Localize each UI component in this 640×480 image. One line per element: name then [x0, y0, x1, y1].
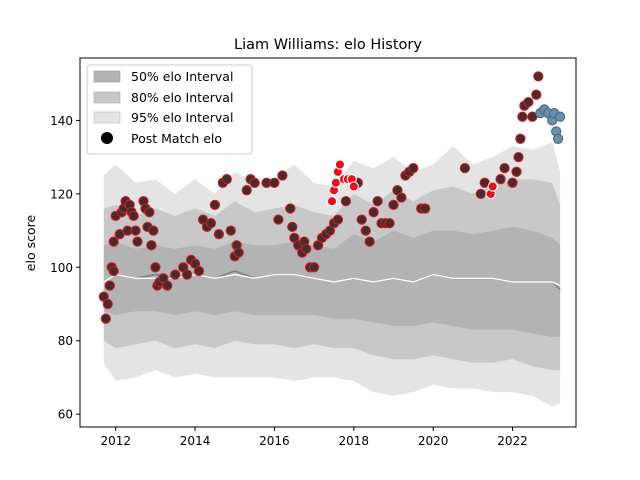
legend-label-80: 80% elo Interval [131, 90, 233, 105]
data-point [150, 262, 161, 273]
legend-label-50: 50% elo Interval [131, 69, 233, 84]
data-point [225, 225, 236, 236]
y-tick-label: 80 [58, 334, 73, 348]
y-tick-label: 60 [58, 408, 73, 422]
legend-box [86, 64, 253, 155]
data-point [511, 166, 522, 177]
data-point [408, 162, 419, 174]
data-point [523, 96, 534, 108]
data-point [552, 133, 564, 144]
data-point [515, 133, 526, 144]
data-point [517, 111, 528, 122]
data-point [100, 313, 111, 324]
data-point [162, 280, 173, 291]
data-point [193, 265, 205, 277]
x-tick-label: 2012 [100, 434, 131, 448]
data-point [146, 240, 157, 251]
y-tick-label: 120 [50, 187, 73, 201]
data-point [420, 203, 431, 214]
data-point [108, 236, 119, 247]
legend-label-95: 95% elo Interval [131, 110, 233, 125]
data-point [507, 177, 518, 188]
data-point [531, 89, 542, 100]
data-point [170, 269, 181, 280]
data-point [102, 298, 113, 310]
x-tick-label: 2022 [497, 434, 528, 448]
data-point [384, 218, 395, 229]
plot-frame [79, 57, 577, 428]
y-tick-label: 100 [50, 261, 73, 275]
chart-title: Liam Williams: elo History [234, 37, 422, 53]
data-point [396, 192, 407, 203]
data-point [213, 229, 225, 240]
data-point [130, 225, 141, 236]
data-point [273, 214, 284, 225]
y-axis-ticks: 60 80 100 120 140 [50, 114, 80, 422]
data-point [356, 214, 367, 225]
data-point [128, 210, 139, 222]
data-point [285, 203, 296, 214]
data-point [334, 159, 346, 170]
data-point [487, 181, 498, 192]
data-point [340, 196, 352, 207]
data-point [364, 236, 375, 247]
x-tick-label: 2014 [180, 434, 211, 448]
data-point [233, 247, 244, 258]
data-point [459, 162, 471, 174]
data-point [360, 225, 371, 236]
data-point [301, 243, 312, 255]
data-point [368, 207, 379, 218]
legend-marker-post-match [101, 132, 113, 144]
data-point [348, 181, 359, 192]
data-point [308, 262, 320, 273]
legend-label-post-match: Post Match elo [131, 131, 222, 146]
post-match-points [98, 71, 566, 324]
data-point [277, 170, 288, 181]
x-tick-label: 2016 [259, 434, 290, 448]
data-point [249, 177, 260, 188]
data-point [495, 174, 506, 185]
data-point [181, 269, 193, 280]
x-axis-ticks: 2012 2014 2016 2018 2020 2022 [100, 427, 528, 448]
x-tick-label: 2018 [339, 434, 370, 448]
legend-swatch-95 [93, 111, 121, 124]
y-axis-label: elo score [23, 215, 38, 272]
data-point [104, 280, 115, 291]
data-point [326, 196, 338, 207]
data-point [513, 151, 524, 163]
data-point [332, 214, 344, 225]
data-point [475, 188, 486, 200]
data-point [221, 174, 232, 185]
data-point [372, 196, 383, 207]
data-point [144, 207, 155, 218]
data-point [388, 199, 399, 211]
data-point [108, 265, 119, 277]
data-point [241, 185, 252, 196]
legend-swatch-50 [93, 70, 121, 83]
legend: 50% elo Interval 80% elo Interval 95% el… [86, 64, 253, 155]
data-point [132, 236, 143, 247]
data-point [209, 199, 221, 211]
data-point [533, 71, 544, 82]
data-point [287, 221, 298, 233]
data-point [148, 225, 159, 236]
y-tick-label: 140 [50, 114, 73, 128]
data-point [205, 218, 217, 229]
x-tick-label: 2020 [418, 434, 449, 448]
legend-swatch-80 [93, 91, 121, 104]
data-point [554, 111, 566, 122]
data-point [499, 162, 510, 174]
data-point [269, 177, 280, 188]
